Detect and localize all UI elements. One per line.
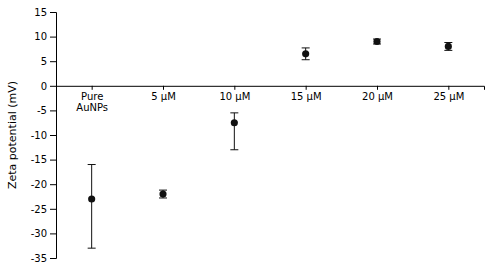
x-tick-mark [306, 86, 307, 90]
error-cap-lower [444, 50, 452, 51]
error-cap-upper [230, 112, 238, 113]
x-tick-label-line: 10 μM [219, 91, 250, 102]
y-tick: -30 [31, 228, 56, 239]
error-cap-lower [230, 149, 238, 150]
x-tick-mark [377, 86, 378, 90]
y-tick-label: -25 [31, 204, 47, 215]
x-tick-label-line: 20 μM [362, 91, 393, 102]
x-tick-label: PureAuNPs [76, 91, 108, 113]
error-cap-upper [159, 190, 167, 191]
y-tick-mark [50, 37, 56, 38]
y-tick: 10 [34, 31, 56, 42]
y-tick: -25 [31, 204, 56, 215]
y-tick: -35 [31, 253, 56, 264]
chart: -35 -30 -25 -20 -15 -10 -5 0 5 10 15 PureAuNPs 5 μM 1… [0, 0, 500, 270]
y-tick-mark [50, 135, 56, 136]
error-cap-lower [302, 59, 310, 60]
x-tick: 20 μM [362, 86, 393, 102]
error-cap-lower [88, 248, 96, 249]
y-tick-label: -10 [31, 130, 47, 141]
x-tick-label-line: 15 μM [291, 91, 322, 102]
x-tick-mark [448, 86, 449, 90]
error-bar [234, 113, 235, 150]
y-tick-mark [50, 86, 56, 87]
y-tick-mark [50, 209, 56, 210]
y-tick-label: -30 [31, 228, 47, 239]
y-tick: -20 [31, 179, 56, 190]
y-tick-mark [50, 258, 56, 259]
point [231, 119, 238, 126]
y-tick-mark [50, 61, 56, 62]
point [88, 195, 95, 202]
error-bar [91, 165, 92, 249]
error-cap-upper [88, 164, 96, 165]
x-axis-line [57, 86, 485, 90]
y-tick-label: -20 [31, 179, 47, 190]
x-tick-label-line: Pure [81, 91, 103, 102]
x-tick: 25 μM [433, 86, 464, 102]
x-tick-label-line: 25 μM [433, 91, 464, 102]
x-tick-label: 20 μM [362, 91, 393, 102]
point [159, 190, 166, 197]
y-tick: 5 [41, 56, 56, 67]
y-tick-mark [50, 233, 56, 234]
y-tick-label: 5 [41, 56, 47, 67]
x-tick: PureAuNPs [76, 86, 108, 113]
y-tick-label: -5 [37, 105, 47, 116]
point [373, 38, 380, 45]
x-tick: 10 μM [219, 86, 250, 102]
x-tick-label: 10 μM [219, 91, 250, 102]
y-tick-label: -35 [31, 253, 47, 264]
y-tick-label: 10 [34, 31, 47, 42]
y-axis-title: Zeta potential (mV) [6, 81, 19, 189]
y-tick-mark [50, 12, 56, 13]
x-axis: PureAuNPs 5 μM 10 μM 15 μM 20 μM 25 μM [57, 86, 485, 113]
y-axis: -35 -30 -25 -20 -15 -10 -5 0 5 10 15 [31, 7, 57, 264]
y-tick: -10 [31, 130, 56, 141]
marks [88, 38, 453, 248]
y-tick: 0 [41, 81, 56, 92]
y-tick-label: 15 [34, 7, 47, 18]
x-tick-mark [92, 86, 93, 90]
point [445, 43, 452, 50]
x-tick-label-line: AuNPs [76, 102, 108, 113]
x-tick: 15 μM [291, 86, 322, 102]
x-tick-label: 5 μM [151, 91, 176, 102]
error-cap-upper [444, 42, 452, 43]
x-tick-label-line: 5 μM [151, 91, 176, 102]
x-tick: 5 μM [151, 86, 176, 102]
error-cap-upper [302, 47, 310, 48]
y-axis-line [50, 13, 57, 259]
y-tick-mark [50, 160, 56, 161]
y-tick-mark [50, 110, 56, 111]
y-tick-label: -15 [31, 154, 47, 165]
y-tick: 15 [34, 7, 56, 18]
x-tick-label: 15 μM [291, 91, 322, 102]
x-tick-label: 25 μM [433, 91, 464, 102]
y-tick-label: 0 [41, 81, 47, 92]
y-tick-mark [50, 184, 56, 185]
plot: -35 -30 -25 -20 -15 -10 -5 0 5 10 15 PureAuNPs 5 μM 1… [6, 7, 485, 264]
x-tick-mark [163, 86, 164, 90]
y-tick: -5 [37, 105, 56, 116]
error-cap-lower [159, 197, 167, 198]
y-tick: -15 [31, 154, 56, 165]
x-tick-mark [234, 86, 235, 90]
point [302, 50, 309, 57]
